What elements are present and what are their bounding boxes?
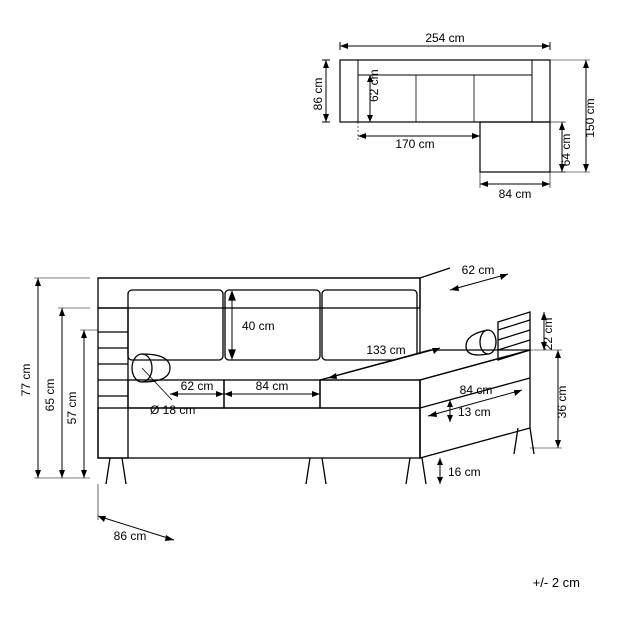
dim-top-84: 84 cm [480,172,550,201]
label-64: 64 cm [559,134,573,167]
label-57: 57 cm [65,392,79,425]
topview-diagram: 254 cm 86 cm 62 cm 170 cm 64 cm [300,20,600,220]
sofa-outline [98,268,534,484]
dim-seat-62: 62 cm [170,379,224,397]
dim-top-64: 64 cm [550,122,573,172]
dim-chaise-top62: 62 cm [450,263,508,291]
label-16: 16 cm [448,465,481,479]
dim-top-depth86: 86 cm [311,60,330,122]
label-dia18: Ø 18 cm [150,403,195,417]
dim-arm-86: 86 cm [98,484,174,543]
label-ctop62: 62 cm [462,263,495,277]
label-36: 36 cm [555,386,569,419]
label-cf84: 84 cm [460,383,493,397]
tolerance-note: +/- 2 cm [533,575,580,590]
dim-top-width: 254 cm [340,31,550,50]
dim-chaise-22: 22 cm [541,312,555,350]
label-40: 40 cm [242,319,275,333]
label-65: 65 cm [43,379,57,412]
label-133: 133 cm [366,343,405,357]
label-seat84: 84 cm [256,379,289,393]
label-top84: 84 cm [499,187,532,201]
dim-h-16: 16 cm [437,458,481,484]
dim-h-57: 57 cm [65,330,98,478]
dim-top-170: 170 cm [358,122,480,151]
label-86: 86 cm [311,78,325,111]
dim-top-150: 150 cm [550,60,597,172]
dim-h-36: 36 cm [530,350,569,448]
label-22: 22 cm [541,318,555,351]
label-top62: 62 cm [367,69,381,102]
frontview-diagram: 77 cm 65 cm 57 cm [10,230,610,570]
label-seat62: 62 cm [181,379,214,393]
label-170: 170 cm [395,137,434,151]
dim-seat-84: 84 cm [224,379,320,397]
dim-top-inner62: 62 cm [367,69,381,122]
label-254: 254 cm [425,31,464,45]
label-150: 150 cm [583,98,597,137]
label-arm86: 86 cm [114,529,147,543]
label-77: 77 cm [19,364,33,397]
dim-chaise-13: 13 cm [447,400,491,422]
label-13: 13 cm [458,405,491,419]
